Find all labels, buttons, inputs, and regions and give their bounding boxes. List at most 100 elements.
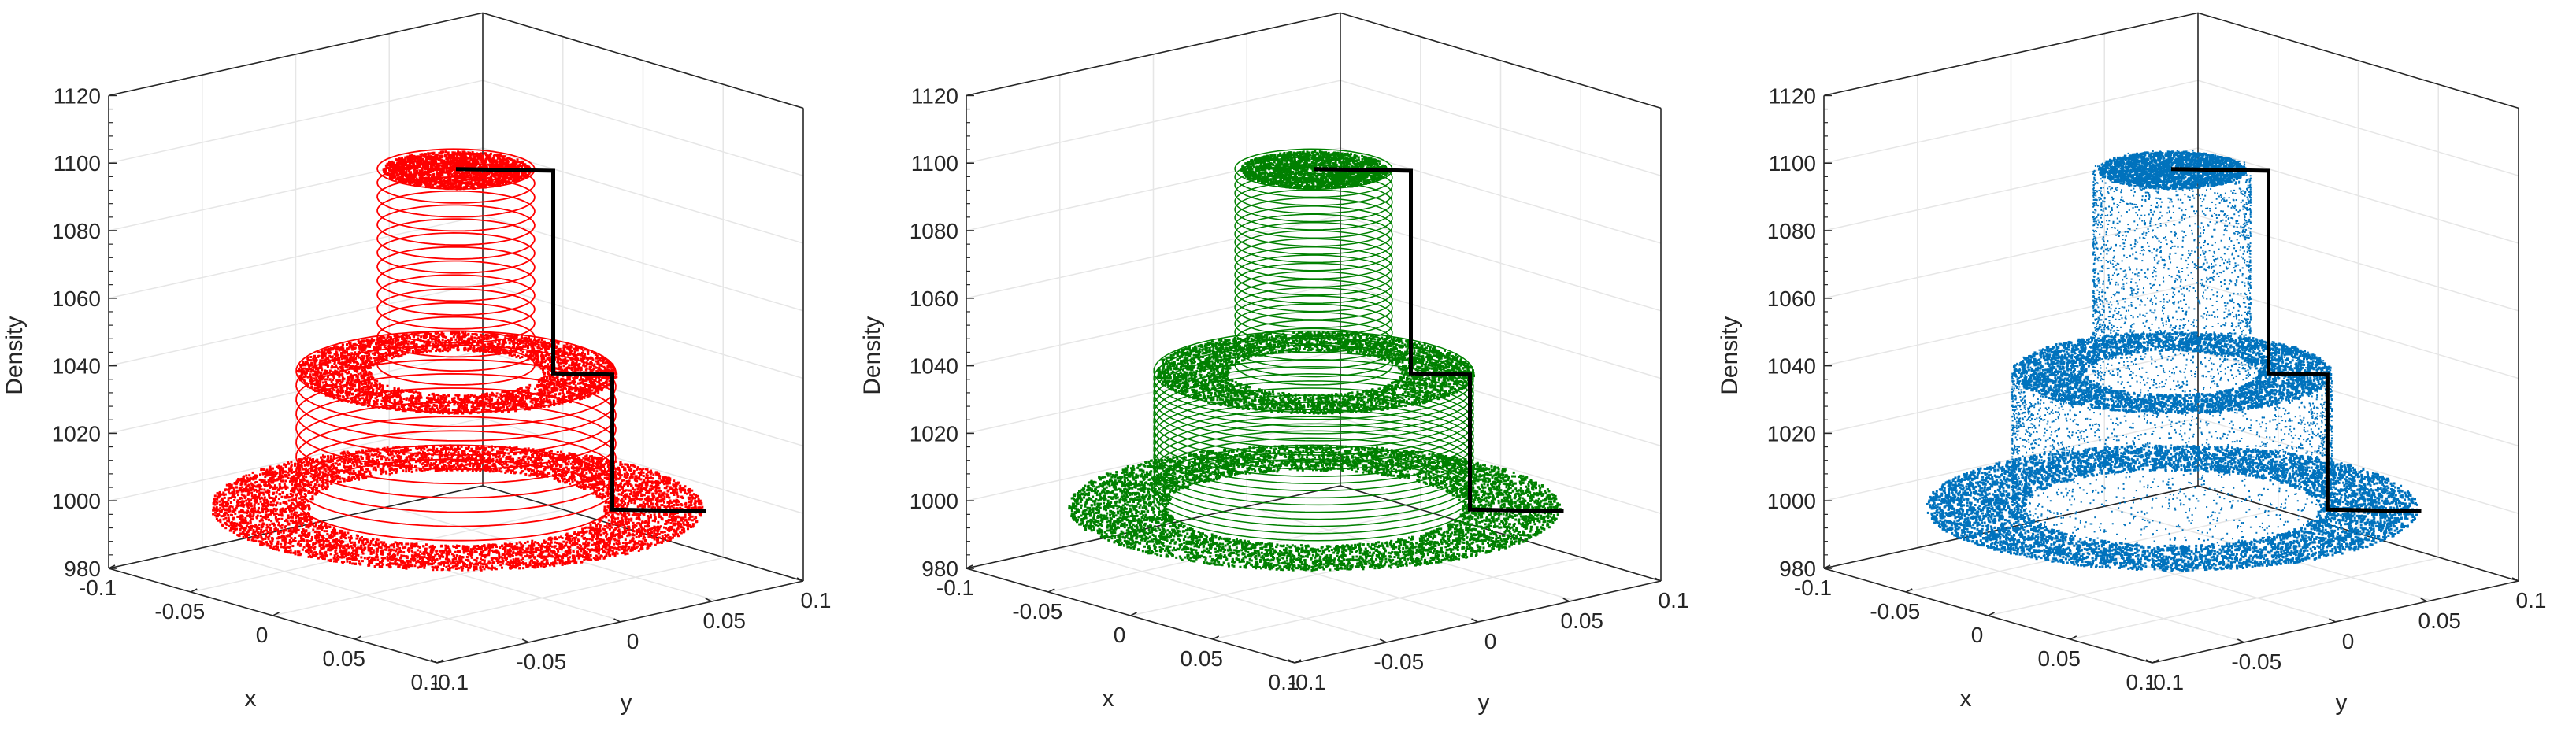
data-point [572, 543, 574, 546]
data-point [259, 543, 261, 546]
data-point [246, 525, 248, 527]
data-point [298, 458, 301, 461]
data-point [377, 465, 380, 468]
data-point [246, 512, 248, 514]
data-point [277, 489, 280, 491]
data-point [307, 491, 309, 494]
data-point [664, 531, 666, 533]
data-point [618, 535, 621, 537]
data-point [532, 453, 534, 456]
data-point [402, 469, 404, 472]
data-point [553, 564, 555, 567]
data-point [539, 562, 541, 564]
data-point [246, 477, 249, 479]
data-point [279, 483, 281, 486]
data-point [485, 566, 487, 568]
data-point [599, 520, 601, 523]
data-point [407, 549, 410, 551]
data-point [547, 472, 549, 475]
data-point [319, 550, 321, 552]
data-point [619, 477, 621, 479]
data-point [654, 513, 656, 516]
data-point [683, 528, 685, 531]
data-point [372, 544, 374, 546]
data-point [381, 557, 384, 559]
data-point [260, 497, 262, 499]
data-point [643, 533, 646, 535]
data-point [260, 515, 262, 517]
data-point [676, 499, 678, 501]
data-point [284, 496, 287, 498]
data-point [642, 468, 644, 470]
data-point [577, 462, 580, 464]
data-point [354, 544, 356, 546]
data-point [554, 542, 556, 544]
data-point [538, 543, 540, 546]
data-point [310, 462, 313, 464]
data-point [691, 519, 694, 521]
data-point [499, 546, 501, 549]
data-point [395, 559, 398, 561]
data-point [291, 483, 293, 486]
data-point [500, 556, 502, 558]
data-point [380, 472, 382, 475]
data-point [480, 548, 483, 550]
data-point [617, 517, 619, 520]
data-point [284, 526, 286, 528]
data-point [339, 476, 341, 478]
data-point [618, 493, 621, 495]
data-point [670, 522, 673, 524]
data-point [499, 450, 502, 453]
data-point [258, 540, 261, 542]
data-point [393, 455, 395, 457]
data-point [436, 558, 439, 561]
data-point [263, 530, 265, 532]
data-point [313, 493, 316, 495]
data-point [364, 471, 366, 473]
data-point [462, 556, 465, 558]
data-point [287, 496, 290, 498]
data-point [354, 456, 356, 458]
data-point [277, 530, 280, 532]
data-point [639, 472, 642, 475]
data-point [216, 501, 218, 503]
data-point [625, 538, 627, 541]
data-point [231, 514, 233, 516]
data-point [239, 487, 241, 490]
data-point [239, 525, 241, 527]
data-point [660, 531, 662, 534]
data-point [241, 486, 243, 488]
data-point [501, 567, 503, 569]
data-point [281, 480, 284, 483]
data-point [522, 544, 524, 546]
data-point [455, 460, 458, 462]
data-point [235, 505, 238, 507]
data-point [228, 497, 230, 499]
data-point [272, 468, 274, 470]
data-point [285, 510, 287, 513]
data-point [403, 562, 406, 564]
data-point [654, 492, 657, 494]
data-point [442, 556, 444, 558]
data-point [569, 556, 571, 558]
z-tick-label: 1000 [52, 489, 101, 513]
data-point [476, 560, 478, 562]
x-axis-label: x [245, 686, 257, 712]
data-point [432, 568, 434, 571]
data-point [268, 538, 270, 540]
data-point [650, 527, 653, 530]
data-point [382, 550, 384, 553]
data-point [379, 565, 381, 568]
data-point [633, 491, 636, 494]
data-point [349, 561, 351, 564]
data-point [410, 449, 412, 451]
data-point [386, 457, 388, 459]
data-point [615, 551, 617, 553]
data-point [639, 505, 642, 507]
data-point [504, 550, 506, 553]
data-point [306, 458, 308, 461]
data-point [297, 553, 299, 556]
data-point [290, 527, 292, 530]
data-point [584, 458, 587, 461]
data-point [224, 527, 227, 529]
